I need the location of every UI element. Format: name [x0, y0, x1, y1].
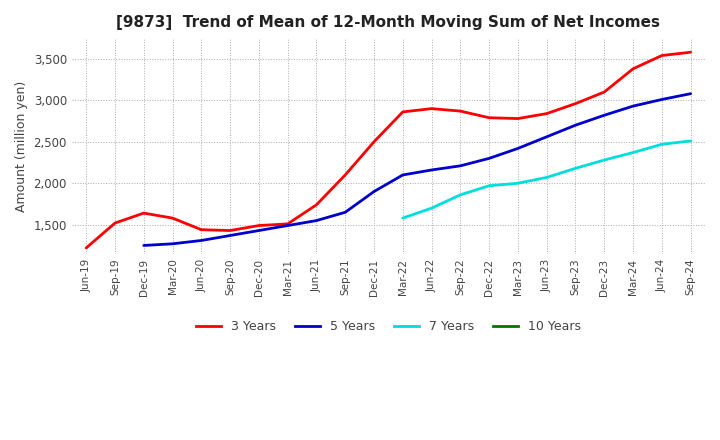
5 Years [571, 123, 580, 128]
3 Years [82, 246, 91, 251]
Line: 5 Years: 5 Years [144, 94, 690, 246]
Y-axis label: Amount (million yen): Amount (million yen) [15, 81, 28, 212]
3 Years [398, 109, 407, 114]
7 Years [571, 166, 580, 171]
7 Years [398, 216, 407, 221]
5 Years [341, 209, 349, 215]
5 Years [140, 243, 148, 248]
Line: 7 Years: 7 Years [402, 141, 690, 218]
7 Years [513, 180, 522, 186]
5 Years [600, 113, 608, 118]
7 Years [600, 158, 608, 163]
3 Years [197, 227, 206, 232]
5 Years [686, 91, 695, 96]
7 Years [686, 138, 695, 143]
7 Years [485, 183, 493, 188]
Title: [9873]  Trend of Mean of 12-Month Moving Sum of Net Incomes: [9873] Trend of Mean of 12-Month Moving … [117, 15, 660, 30]
Legend: 3 Years, 5 Years, 7 Years, 10 Years: 3 Years, 5 Years, 7 Years, 10 Years [191, 315, 585, 338]
3 Years [571, 101, 580, 106]
3 Years [513, 116, 522, 121]
3 Years [369, 139, 378, 144]
5 Years [427, 167, 436, 172]
5 Years [398, 172, 407, 178]
3 Years [341, 172, 349, 178]
5 Years [513, 146, 522, 151]
3 Years [284, 221, 292, 227]
5 Years [485, 156, 493, 161]
5 Years [255, 228, 264, 233]
3 Years [542, 111, 551, 116]
5 Years [284, 223, 292, 228]
3 Years [111, 220, 120, 226]
3 Years [600, 89, 608, 95]
7 Years [629, 150, 637, 155]
7 Years [456, 192, 464, 198]
3 Years [255, 223, 264, 228]
7 Years [427, 205, 436, 211]
5 Years [197, 238, 206, 243]
3 Years [456, 108, 464, 114]
5 Years [168, 241, 177, 246]
7 Years [542, 175, 551, 180]
5 Years [226, 233, 235, 238]
5 Years [542, 134, 551, 139]
3 Years [312, 202, 321, 207]
3 Years [686, 50, 695, 55]
3 Years [485, 115, 493, 121]
3 Years [427, 106, 436, 111]
5 Years [629, 103, 637, 109]
3 Years [226, 228, 235, 233]
5 Years [312, 218, 321, 223]
5 Years [369, 189, 378, 194]
3 Years [629, 66, 637, 71]
3 Years [657, 53, 666, 58]
5 Years [456, 163, 464, 169]
7 Years [657, 142, 666, 147]
Line: 3 Years: 3 Years [86, 52, 690, 248]
3 Years [140, 210, 148, 216]
3 Years [168, 216, 177, 221]
5 Years [657, 97, 666, 102]
